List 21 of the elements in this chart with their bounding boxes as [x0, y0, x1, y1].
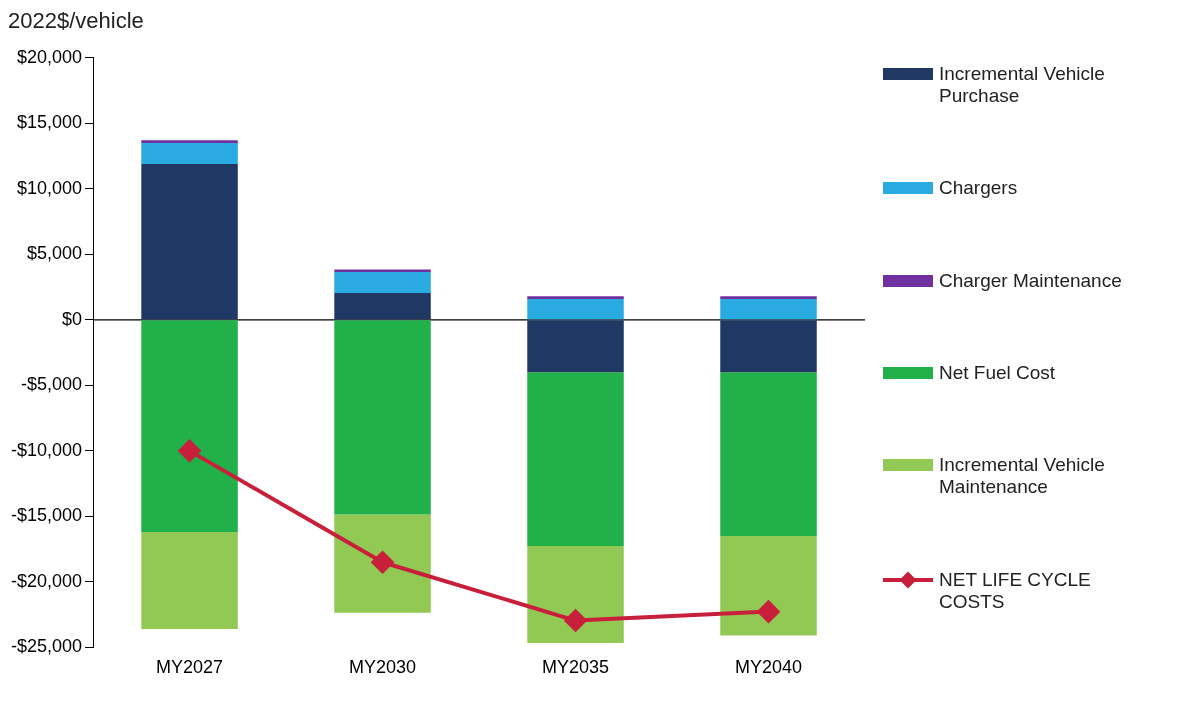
y-tick-label: $0 — [62, 308, 83, 329]
legend-label: Incremental Vehicle Maintenance — [939, 454, 1106, 499]
legend-label: Incremental Vehicle Purchase — [939, 63, 1106, 108]
y-tick-label: -$5,000 — [21, 374, 83, 395]
x-tick-label: MY2035 — [542, 657, 610, 678]
y-tick-label: $15,000 — [16, 112, 83, 133]
y-tick-label: -$25,000 — [11, 636, 83, 657]
legend-label: Chargers — [939, 177, 1019, 200]
y-tick-label: -$20,000 — [11, 570, 83, 591]
y-axis-title: 2022$/vehicle — [8, 8, 145, 35]
y-tick-label: -$10,000 — [11, 439, 83, 460]
y-tick-label: -$15,000 — [11, 505, 83, 526]
x-tick-label: MY2030 — [349, 657, 417, 678]
y-tick-label: $5,000 — [27, 243, 83, 264]
y-tick-label: $10,000 — [16, 177, 83, 198]
y-tick-label: $20,000 — [16, 46, 83, 67]
x-tick-label: MY2027 — [156, 657, 224, 678]
legend-label: Charger Maintenance — [939, 269, 1123, 292]
legend-label: Net Fuel Cost — [939, 362, 1057, 385]
legend-label: NET LIFE CYCLE COSTS — [939, 568, 1092, 613]
x-tick-label: MY2040 — [734, 657, 803, 678]
